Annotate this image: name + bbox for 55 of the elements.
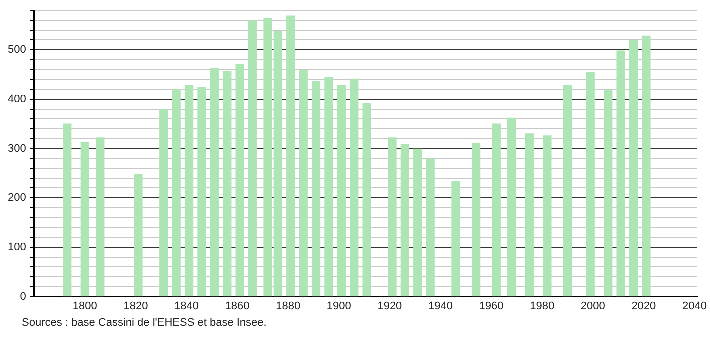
y-tick-label: 200 — [8, 192, 26, 204]
bar — [543, 136, 552, 297]
y-tick-label: 0 — [20, 290, 26, 303]
bar — [362, 103, 372, 297]
bar — [312, 81, 321, 297]
bar — [426, 158, 435, 297]
source-note: Sources : base Cassini de l'EHESS et base Insee. — [21, 316, 268, 330]
bar — [508, 118, 516, 297]
bar — [525, 134, 534, 297]
y-tick-label: 400 — [8, 93, 26, 106]
bar — [248, 20, 258, 297]
x-tick-label: 1920 — [378, 300, 402, 312]
bar — [184, 85, 194, 297]
x-tick-label: 1880 — [276, 300, 301, 312]
y-tick-label: 500 — [8, 44, 26, 56]
bar — [414, 148, 422, 297]
x-tick-label: 1980 — [530, 300, 555, 312]
x-tick-label: 2000 — [580, 300, 606, 312]
bar — [63, 124, 72, 297]
x-tick-label: 1840 — [174, 300, 199, 312]
bar — [350, 78, 359, 297]
bar — [452, 181, 460, 297]
bar — [172, 89, 181, 297]
x-tick-label: 2020 — [632, 300, 656, 312]
bar — [563, 85, 572, 297]
bar — [642, 36, 651, 297]
bar — [337, 85, 346, 297]
x-tick-label: 1800 — [72, 300, 98, 312]
bar — [223, 70, 232, 297]
bar — [472, 144, 481, 297]
bar — [604, 90, 613, 297]
bar — [80, 142, 90, 297]
x-tick-label: 1900 — [326, 300, 352, 312]
bar — [210, 68, 220, 297]
bar — [96, 138, 105, 297]
bar — [236, 64, 244, 297]
bar — [286, 16, 296, 297]
x-tick-label: 2040 — [682, 300, 707, 312]
bar — [629, 40, 638, 297]
bar — [160, 108, 168, 297]
x-tick-label: 1860 — [225, 300, 250, 312]
bar — [134, 174, 143, 297]
y-tick-label: 300 — [8, 142, 26, 155]
x-tick-label: 1960 — [479, 300, 504, 312]
bar — [198, 87, 206, 297]
y-tick-label: 100 — [8, 241, 26, 254]
x-tick-label: 1820 — [124, 300, 148, 312]
bar — [388, 138, 397, 297]
bar — [616, 50, 626, 297]
bar — [586, 72, 595, 297]
x-tick-label: 1940 — [428, 300, 453, 312]
bar — [299, 70, 308, 297]
bar — [492, 124, 501, 297]
bar — [400, 144, 410, 297]
bar — [324, 77, 334, 297]
